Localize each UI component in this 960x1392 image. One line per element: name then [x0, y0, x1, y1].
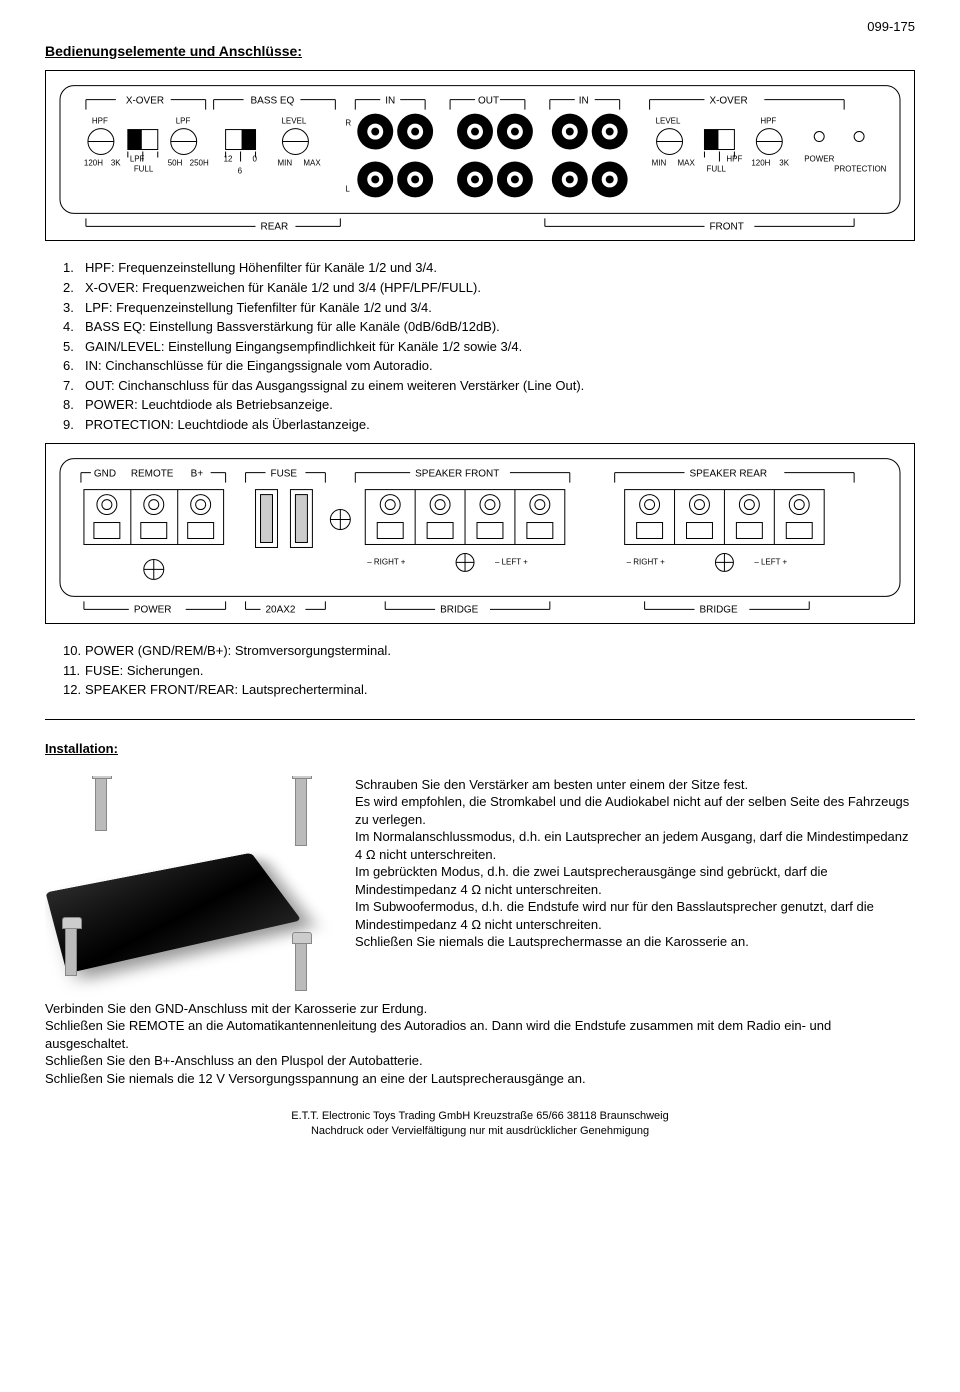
- svg-text:120H: 120H: [84, 159, 103, 168]
- install-para: Schließen Sie den B+-Anschluss an den Pl…: [45, 1052, 915, 1070]
- installation-text-tail: Verbinden Sie den GND-Anschluss mit der …: [45, 1000, 915, 1088]
- list-item: IN: Cinchanschlüsse für die Eingangssign…: [85, 358, 433, 373]
- svg-text:SPEAKER REAR: SPEAKER REAR: [690, 469, 768, 480]
- svg-text:LPF: LPF: [176, 117, 191, 126]
- diagram-rear-panel: .t{font:10px Arial}.ts{font:8px Arial}.l…: [45, 443, 915, 624]
- svg-text:– RIGHT +: – RIGHT +: [367, 558, 406, 567]
- svg-text:MAX: MAX: [678, 159, 696, 168]
- list-item: SPEAKER FRONT/REAR: Lautsprecherterminal…: [85, 682, 367, 697]
- svg-text:X-OVER: X-OVER: [709, 96, 747, 107]
- controls-list-1: 1.HPF: Frequenzeinstellung Höhenfilter f…: [63, 259, 915, 433]
- section-heading-1: Bedienungselemente und Anschlüsse:: [45, 42, 915, 61]
- svg-text:BASS EQ: BASS EQ: [251, 96, 295, 107]
- svg-text:LEVEL: LEVEL: [656, 117, 681, 126]
- svg-text:B+: B+: [191, 469, 204, 480]
- controls-list-2: 10.POWER (GND/REM/B+): Stromversorgungst…: [63, 642, 915, 699]
- list-item: GAIN/LEVEL: Einstellung Eingangsempfindl…: [85, 339, 522, 354]
- svg-text:3K: 3K: [779, 159, 789, 168]
- install-para: Schließen Sie niemals die 12 V Versorgun…: [45, 1070, 915, 1088]
- diagram-front-panel: .t{ font:10px Arial; } .ts{ font:8px Ari…: [45, 70, 915, 241]
- page-footer: E.T.T. Electronic Toys Trading GmbH Kreu…: [45, 1109, 915, 1138]
- svg-text:X-OVER: X-OVER: [126, 96, 164, 107]
- svg-text:MIN: MIN: [652, 159, 667, 168]
- separator: [45, 719, 915, 720]
- svg-text:FULL: FULL: [706, 165, 726, 174]
- document-id: 099-175: [45, 18, 915, 36]
- svg-text:REAR: REAR: [261, 222, 289, 233]
- svg-text:FUSE: FUSE: [270, 469, 297, 480]
- svg-text:MIN: MIN: [277, 159, 292, 168]
- svg-text:POWER: POWER: [804, 155, 834, 164]
- section-heading-installation: Installation:: [45, 740, 915, 758]
- svg-text:GND: GND: [94, 469, 116, 480]
- svg-text:– LEFT +: – LEFT +: [495, 558, 528, 567]
- list-item: OUT: Cinchanschluss für das Ausgangssign…: [85, 378, 584, 393]
- svg-text:HPF: HPF: [92, 117, 108, 126]
- list-item: X-OVER: Frequenzweichen für Kanäle 1/2 u…: [85, 280, 481, 295]
- svg-text:120H: 120H: [751, 159, 770, 168]
- svg-text:OUT: OUT: [478, 96, 499, 107]
- installation-block: Schrauben Sie den Verstärker am besten u…: [45, 776, 915, 1000]
- svg-text:BRIDGE: BRIDGE: [699, 605, 738, 616]
- svg-text:PROTECTION: PROTECTION: [834, 165, 886, 174]
- svg-text:L: L: [345, 185, 350, 194]
- list-item: POWER: Leuchtdiode als Betriebsanzeige.: [85, 397, 333, 412]
- svg-text:3K: 3K: [111, 159, 121, 168]
- svg-text:FRONT: FRONT: [709, 222, 743, 233]
- svg-text:BRIDGE: BRIDGE: [440, 605, 479, 616]
- knob: HPF 120H 3K: [84, 117, 121, 168]
- install-para: Schließen Sie REMOTE an die Automatikant…: [45, 1017, 915, 1052]
- svg-text:R: R: [345, 119, 351, 128]
- svg-text:IN: IN: [579, 96, 589, 107]
- svg-text:20AX2: 20AX2: [266, 605, 296, 616]
- install-para: Verbinden Sie den GND-Anschluss mit der …: [45, 1000, 915, 1018]
- amplifier-image: [45, 776, 355, 996]
- list-item: HPF: Frequenzeinstellung Höhenfilter für…: [85, 260, 437, 275]
- svg-text:LEVEL: LEVEL: [281, 117, 306, 126]
- svg-text:FULL: FULL: [134, 165, 154, 174]
- svg-text:– RIGHT +: – RIGHT +: [627, 558, 666, 567]
- list-item: LPF: Frequenzeinstellung Tiefenfilter fü…: [85, 300, 432, 315]
- list-item: BASS EQ: Einstellung Bassverstärkung für…: [85, 319, 500, 334]
- svg-text:POWER: POWER: [134, 605, 172, 616]
- list-item: FUSE: Sicherungen.: [85, 663, 204, 678]
- list-item: POWER (GND/REM/B+): Stromversorgungsterm…: [85, 643, 391, 658]
- svg-text:SPEAKER FRONT: SPEAKER FRONT: [415, 469, 499, 480]
- svg-text:HPF: HPF: [726, 155, 742, 164]
- svg-text:HPF: HPF: [760, 117, 776, 126]
- list-item: PROTECTION: Leuchtdiode als Überlastanze…: [85, 417, 370, 432]
- svg-text:REMOTE: REMOTE: [131, 469, 174, 480]
- svg-text:250H: 250H: [190, 159, 209, 168]
- svg-text:– LEFT +: – LEFT +: [754, 558, 787, 567]
- svg-text:6: 6: [238, 167, 243, 176]
- footer-line: Nachdruck oder Vervielfältigung nur mit …: [45, 1124, 915, 1138]
- svg-text:50H: 50H: [168, 159, 183, 168]
- svg-text:MAX: MAX: [303, 159, 321, 168]
- footer-line: E.T.T. Electronic Toys Trading GmbH Kreu…: [45, 1109, 915, 1123]
- svg-text:IN: IN: [385, 96, 395, 107]
- svg-text:12: 12: [224, 155, 233, 164]
